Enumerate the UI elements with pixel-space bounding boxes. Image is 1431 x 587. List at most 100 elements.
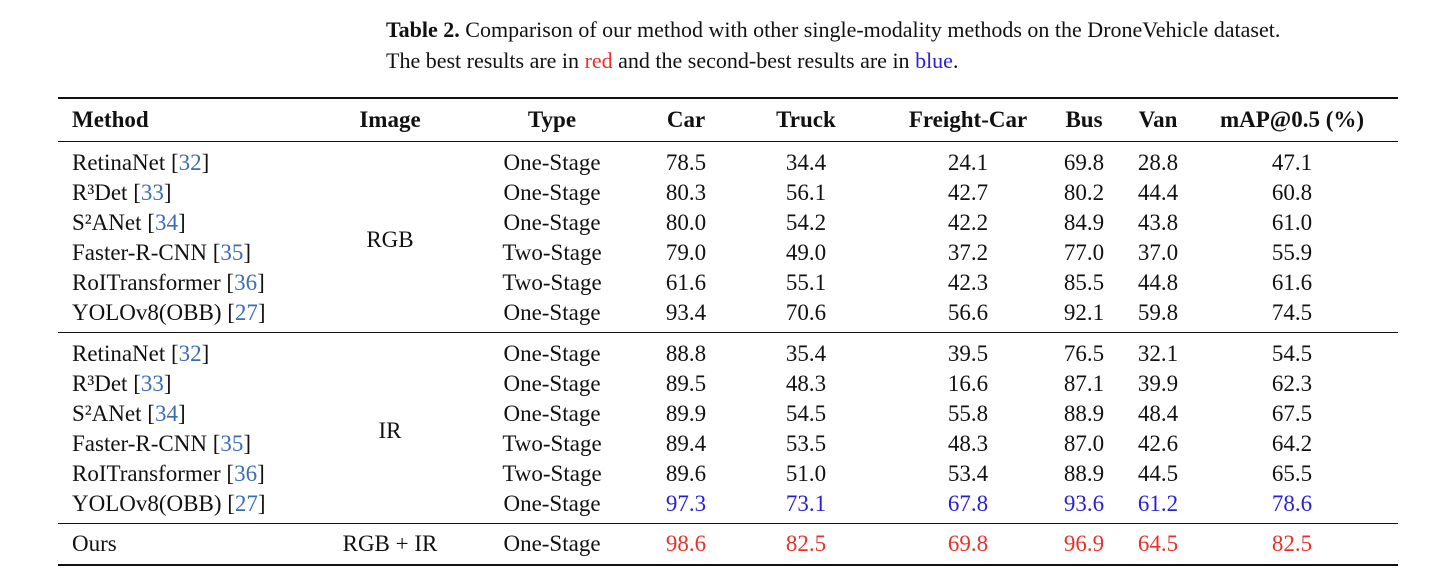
header-freight-car: Freight-Car: [908, 107, 1028, 132]
citation-link: 34: [154, 210, 178, 235]
table-row: Faster-R-CNN [35] Two-Stage 89.4 53.5 48.3 87…: [58, 429, 1398, 459]
header-method: Method: [72, 107, 149, 132]
value-cell: 42.7: [947, 180, 989, 205]
value-cell: 65.5: [1271, 461, 1313, 486]
value-cell: 88.9: [1063, 401, 1105, 426]
value-cell: 56.1: [785, 180, 827, 205]
citation-link: 32: [178, 341, 202, 366]
method-name: R³Det: [72, 180, 128, 205]
value-cell: 34.4: [785, 150, 827, 175]
value-cell: 98.6: [665, 531, 707, 556]
caption-blue-word: blue: [915, 48, 953, 73]
method-cell: RoITransformer [36]: [72, 270, 265, 295]
citation-link: 36: [234, 461, 258, 486]
citation-link: 35: [220, 240, 244, 265]
value-cell: 88.9: [1063, 461, 1105, 486]
method-name: S²ANet: [72, 401, 142, 426]
method-cell: RetinaNet [32]: [72, 150, 210, 175]
value-cell: 89.4: [665, 431, 707, 456]
value-cell: 59.8: [1137, 300, 1179, 325]
type-cell: Two-Stage: [502, 461, 602, 486]
type-cell: One-Stage: [503, 341, 601, 366]
value-cell: 88.8: [665, 341, 707, 366]
image-modality-cell: RGB: [366, 227, 414, 252]
method-cell: Faster-R-CNN [35]: [72, 240, 252, 265]
method-name: YOLOv8(OBB): [72, 491, 222, 516]
value-cell: 61.6: [1271, 270, 1313, 295]
caption-line2-a: The best results are in: [386, 48, 580, 73]
value-cell: 32.1: [1137, 341, 1179, 366]
method-name: Faster-R-CNN: [72, 431, 207, 456]
citation-link: 32: [178, 150, 202, 175]
value-cell: 51.0: [785, 461, 827, 486]
value-cell: 53.4: [947, 461, 989, 486]
value-cell: 43.8: [1137, 210, 1179, 235]
table-row: RoITransformer [36] Two-Stage 61.6 55.1 42.3…: [58, 268, 1398, 298]
citation-link: 34: [154, 401, 178, 426]
value-cell: 87.0: [1063, 431, 1105, 456]
value-cell: 64.2: [1271, 431, 1313, 456]
table-row: R³Det [33] One-Stage 89.5 48.3 16.6 87.1 39.9 6…: [58, 369, 1398, 399]
value-cell: 47.1: [1271, 150, 1313, 175]
header-map: mAP@0.5 (%): [1219, 107, 1365, 132]
value-cell: 80.0: [665, 210, 707, 235]
table-caption: Table 2. Comparison of our method with o…: [386, 14, 1396, 76]
header-type: Type: [527, 107, 577, 132]
table-row: S²ANet [34] One-Stage 80.0 54.2 42.2 84.9 43.8…: [58, 208, 1398, 238]
value-cell: 54.2: [785, 210, 827, 235]
value-cell: 97.3: [665, 491, 707, 516]
table-row: S²ANet [34] One-Stage 89.9 54.5 55.8 88.9 48.4…: [58, 399, 1398, 429]
value-cell: 61.2: [1137, 491, 1179, 516]
table-row: RetinaNet [32] RGB One-Stage 78.5 34.4 24.1 69…: [58, 142, 1398, 252]
method-name: RetinaNet: [72, 341, 166, 366]
citation-link: 27: [234, 300, 258, 325]
value-cell: 39.5: [947, 341, 989, 366]
value-cell: 24.1: [947, 150, 989, 175]
citation-link: 33: [140, 371, 164, 396]
type-cell: One-Stage: [503, 491, 601, 516]
value-cell: 62.3: [1271, 371, 1313, 396]
type-cell: One-Stage: [503, 531, 601, 556]
value-cell: 61.0: [1271, 210, 1313, 235]
value-cell: 79.0: [665, 240, 707, 265]
value-cell: 64.5: [1137, 531, 1179, 556]
value-cell: 82.5: [1271, 531, 1313, 556]
citation-link: 27: [234, 491, 258, 516]
table-row: YOLOv8(OBB) [27] One-Stage 93.4 70.6 56.6 92.…: [58, 298, 1398, 333]
value-cell: 78.6: [1271, 491, 1313, 516]
caption-label: Table 2.: [386, 17, 460, 42]
value-cell: 80.3: [665, 180, 707, 205]
value-cell: 67.8: [947, 491, 989, 516]
value-cell: 55.1: [785, 270, 827, 295]
value-cell: 54.5: [785, 401, 827, 426]
value-cell: 55.9: [1271, 240, 1313, 265]
method-cell: RetinaNet [32]: [72, 341, 210, 366]
caption-line2-c: .: [952, 48, 959, 73]
header-van: Van: [1138, 107, 1178, 132]
value-cell: 96.9: [1063, 531, 1105, 556]
value-cell: 54.5: [1271, 341, 1313, 366]
method-name: RoITransformer: [72, 461, 221, 486]
value-cell: 69.8: [1063, 150, 1105, 175]
value-cell: 85.5: [1063, 270, 1105, 295]
value-cell: 76.5: [1063, 341, 1105, 366]
value-cell: 35.4: [785, 341, 827, 366]
value-cell: 61.6: [665, 270, 707, 295]
method-cell: Faster-R-CNN [35]: [72, 431, 252, 456]
type-cell: Two-Stage: [502, 240, 602, 265]
value-cell: 92.1: [1063, 300, 1105, 325]
value-cell: 67.5: [1271, 401, 1313, 426]
table-row: Faster-R-CNN [35] Two-Stage 79.0 49.0 37.2 77…: [58, 238, 1398, 268]
value-cell: 48.3: [947, 431, 989, 456]
image-modality-cell: RGB + IR: [342, 531, 438, 556]
value-cell: 55.8: [947, 401, 989, 426]
method-cell: R³Det [33]: [72, 371, 172, 396]
rgb-group: RetinaNet [32] RGB One-Stage 78.5 34.4 24.1 69…: [58, 142, 1398, 333]
citation-link: 36: [234, 270, 258, 295]
value-cell: 48.4: [1137, 401, 1179, 426]
value-cell: 93.4: [665, 300, 707, 325]
type-cell: One-Stage: [503, 150, 601, 175]
value-cell: 70.6: [785, 300, 827, 325]
value-cell: 37.2: [947, 240, 989, 265]
value-cell: 44.8: [1137, 270, 1179, 295]
